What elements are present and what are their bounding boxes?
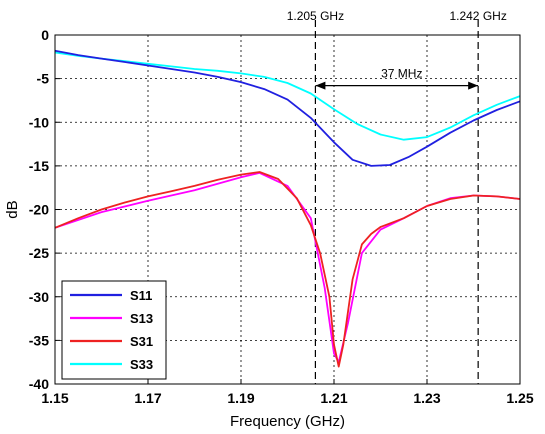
y-tick-label: -20 — [29, 202, 49, 218]
legend-label-s11: S11 — [130, 288, 152, 303]
x-tick-label: 1.15 — [41, 390, 68, 406]
legend-label-s31: S31 — [130, 334, 153, 349]
bandwidth-label: 37 MHz — [381, 67, 422, 81]
legend: S11 S13 S31 S33 — [61, 280, 167, 380]
x-tick-label: 1.21 — [320, 390, 347, 406]
frequency-markers — [314, 20, 479, 384]
x-tick-label: 1.19 — [227, 390, 254, 406]
legend-label-s33: S33 — [130, 357, 153, 372]
x-axis-label: Frequency (GHz) — [230, 413, 345, 430]
y-tick-label: 0 — [41, 27, 49, 43]
y-tick-label: -40 — [29, 376, 49, 392]
y-tick-label: -15 — [29, 158, 49, 174]
y-tick-label: -25 — [29, 245, 49, 261]
series-line-s31 — [54, 171, 521, 368]
x-tick-label: 1.25 — [506, 390, 533, 406]
axis-ticks: 1.15 1.17 1.19 1.21 1.23 1.25 0 -5 -10 -15 -20 -25 -… — [29, 27, 534, 406]
y-tick-label: -10 — [29, 114, 49, 130]
arrowhead-left — [315, 81, 326, 90]
marker-right-label: 1.242 GHz — [449, 9, 506, 23]
arrowhead-right — [468, 81, 479, 90]
y-tick-label: -35 — [29, 332, 49, 348]
legend-box — [61, 280, 167, 380]
x-tick-label: 1.17 — [134, 390, 161, 406]
legend-label-s13: S13 — [130, 311, 153, 326]
series-layer — [54, 49, 521, 368]
y-tick-label: -5 — [37, 71, 50, 87]
series-line-s11 — [54, 49, 521, 167]
y-axis-label: dB — [4, 200, 21, 218]
series-line-s33 — [54, 51, 521, 141]
marker-left-label: 1.205 GHz — [287, 9, 344, 23]
y-tick-label: -30 — [29, 289, 49, 305]
x-tick-label: 1.23 — [413, 390, 440, 406]
